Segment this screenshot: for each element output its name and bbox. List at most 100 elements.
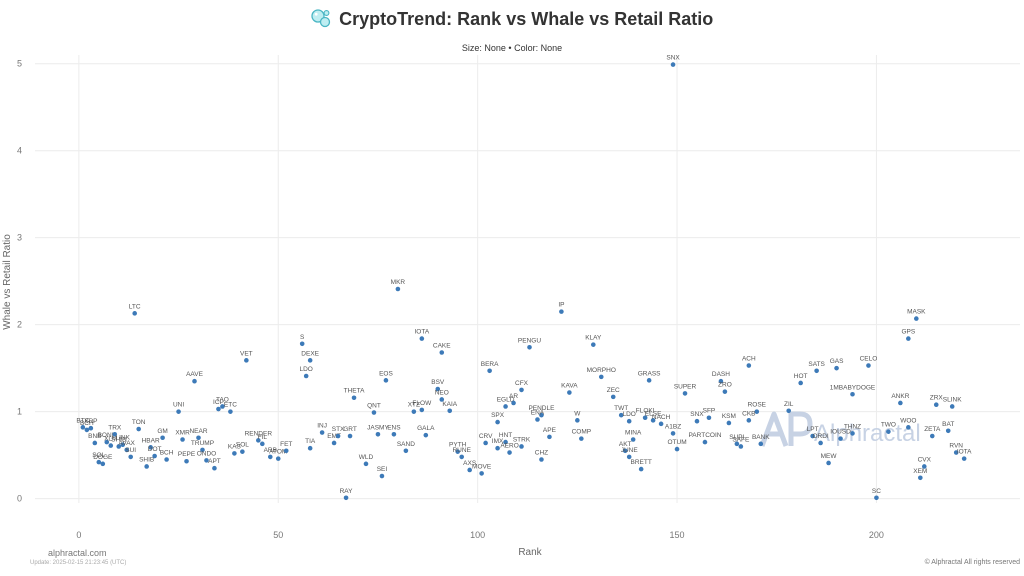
data-point[interactable]: SLINK bbox=[943, 396, 962, 409]
data-point-marker[interactable] bbox=[495, 445, 500, 451]
data-point[interactable]: AERO bbox=[500, 443, 519, 455]
data-point-marker[interactable] bbox=[84, 427, 90, 433]
data-point[interactable]: APE bbox=[543, 427, 557, 440]
data-point[interactable]: TWO bbox=[881, 422, 896, 434]
data-point-marker[interactable] bbox=[144, 464, 149, 469]
data-point[interactable]: HBAR bbox=[142, 437, 160, 450]
data-point-marker[interactable] bbox=[184, 458, 189, 464]
data-point[interactable]: ORDI bbox=[812, 433, 829, 446]
data-point-marker[interactable] bbox=[331, 440, 337, 446]
data-point[interactable]: CAKE bbox=[433, 343, 451, 355]
footer-site-link[interactable]: alphractal.com bbox=[48, 548, 107, 558]
data-point-marker[interactable] bbox=[786, 408, 792, 414]
data-point-marker[interactable] bbox=[953, 450, 959, 455]
data-point[interactable]: TWT bbox=[614, 405, 628, 418]
data-point-marker[interactable] bbox=[299, 341, 305, 347]
data-point-marker[interactable] bbox=[850, 391, 855, 397]
data-point-marker[interactable] bbox=[507, 450, 512, 455]
data-point-marker[interactable] bbox=[914, 316, 919, 321]
data-point-marker[interactable] bbox=[929, 433, 935, 439]
data-point[interactable]: JUNE bbox=[621, 447, 639, 460]
data-point-marker[interactable] bbox=[814, 368, 819, 374]
data-point[interactable]: MORPHO bbox=[587, 367, 616, 380]
data-point-marker[interactable] bbox=[232, 451, 237, 456]
data-point[interactable]: W bbox=[574, 410, 581, 423]
data-point[interactable]: PENGU bbox=[518, 337, 541, 350]
data-point-marker[interactable] bbox=[96, 459, 102, 465]
data-point[interactable]: ZRO bbox=[718, 382, 732, 394]
data-point[interactable]: WLD bbox=[359, 454, 374, 467]
data-point-marker[interactable] bbox=[403, 448, 409, 454]
data-point[interactable]: ATOM bbox=[269, 449, 287, 461]
data-point-marker[interactable] bbox=[754, 409, 760, 414]
data-point-marker[interactable] bbox=[961, 456, 967, 461]
data-point[interactable]: XTZ bbox=[408, 402, 420, 414]
data-point[interactable]: GAS bbox=[830, 358, 844, 371]
data-point[interactable]: SNX bbox=[666, 55, 680, 67]
data-point[interactable]: TRUMP bbox=[191, 440, 214, 453]
data-point[interactable]: GPS bbox=[901, 329, 916, 341]
data-point-marker[interactable] bbox=[419, 336, 425, 341]
data-point-marker[interactable] bbox=[527, 344, 532, 350]
data-point-marker[interactable] bbox=[351, 395, 357, 401]
data-point-marker[interactable] bbox=[798, 380, 803, 386]
data-point-marker[interactable] bbox=[646, 378, 652, 383]
data-point-marker[interactable] bbox=[638, 466, 644, 472]
data-point[interactable]: CELO bbox=[860, 356, 878, 368]
data-point[interactable]: ZETA bbox=[924, 426, 941, 439]
data-point-marker[interactable] bbox=[256, 438, 261, 443]
data-point-marker[interactable] bbox=[746, 418, 752, 423]
data-point[interactable]: TAO bbox=[216, 396, 229, 409]
data-point-marker[interactable] bbox=[152, 453, 157, 459]
data-point-marker[interactable] bbox=[92, 440, 98, 446]
data-point[interactable]: NEAR bbox=[189, 428, 208, 441]
data-point-marker[interactable] bbox=[303, 373, 309, 379]
data-point-marker[interactable] bbox=[738, 444, 744, 449]
data-point[interactable]: OTUM bbox=[667, 439, 687, 452]
data-point[interactable]: CVX bbox=[918, 456, 932, 469]
data-point-marker[interactable] bbox=[379, 473, 385, 479]
data-point-marker[interactable] bbox=[467, 467, 472, 473]
data-point-marker[interactable] bbox=[108, 443, 114, 448]
data-point-marker[interactable] bbox=[567, 390, 572, 395]
data-point-marker[interactable] bbox=[949, 404, 955, 409]
data-point-marker[interactable] bbox=[483, 440, 488, 446]
data-point-marker[interactable] bbox=[539, 457, 544, 462]
data-point-marker[interactable] bbox=[503, 439, 508, 445]
data-point-marker[interactable] bbox=[726, 420, 732, 426]
data-point[interactable]: KAIA bbox=[442, 401, 458, 414]
data-point[interactable]: AAVE bbox=[186, 371, 204, 384]
data-point[interactable]: STRK bbox=[513, 436, 531, 449]
data-point[interactable]: AVAX bbox=[119, 440, 136, 453]
data-point-marker[interactable] bbox=[598, 374, 604, 380]
data-point-marker[interactable] bbox=[459, 454, 465, 460]
data-point[interactable]: DOT bbox=[148, 446, 162, 459]
data-point[interactable]: WOO bbox=[900, 417, 916, 430]
data-point-marker[interactable] bbox=[918, 475, 923, 481]
data-point-marker[interactable] bbox=[626, 454, 632, 460]
data-point-marker[interactable] bbox=[335, 433, 341, 439]
data-point-marker[interactable] bbox=[590, 342, 596, 347]
data-point[interactable]: HNT bbox=[499, 432, 512, 445]
data-point-marker[interactable] bbox=[363, 461, 369, 467]
data-point-marker[interactable] bbox=[383, 378, 389, 383]
data-point[interactable]: THNZ bbox=[844, 423, 861, 436]
data-point[interactable]: PYTH bbox=[449, 442, 467, 454]
data-point-marker[interactable] bbox=[411, 409, 417, 414]
data-point-marker[interactable] bbox=[866, 363, 871, 368]
data-point-marker[interactable] bbox=[479, 471, 484, 476]
data-point[interactable]: ENA bbox=[531, 409, 545, 422]
data-point[interactable]: HOT bbox=[794, 373, 808, 386]
data-point-marker[interactable] bbox=[906, 336, 911, 341]
data-point-marker[interactable] bbox=[104, 439, 110, 445]
data-point-marker[interactable] bbox=[933, 402, 939, 408]
data-point[interactable]: SFP bbox=[703, 408, 716, 421]
data-point[interactable]: GRASS bbox=[638, 370, 661, 383]
data-point-marker[interactable] bbox=[898, 400, 903, 406]
data-point-marker[interactable] bbox=[818, 440, 823, 446]
data-point[interactable]: LINK bbox=[116, 435, 131, 448]
data-point[interactable]: ANKR bbox=[891, 393, 910, 406]
data-point-marker[interactable] bbox=[180, 437, 185, 442]
data-point[interactable]: APT bbox=[208, 458, 221, 471]
data-point-marker[interactable] bbox=[630, 437, 636, 442]
